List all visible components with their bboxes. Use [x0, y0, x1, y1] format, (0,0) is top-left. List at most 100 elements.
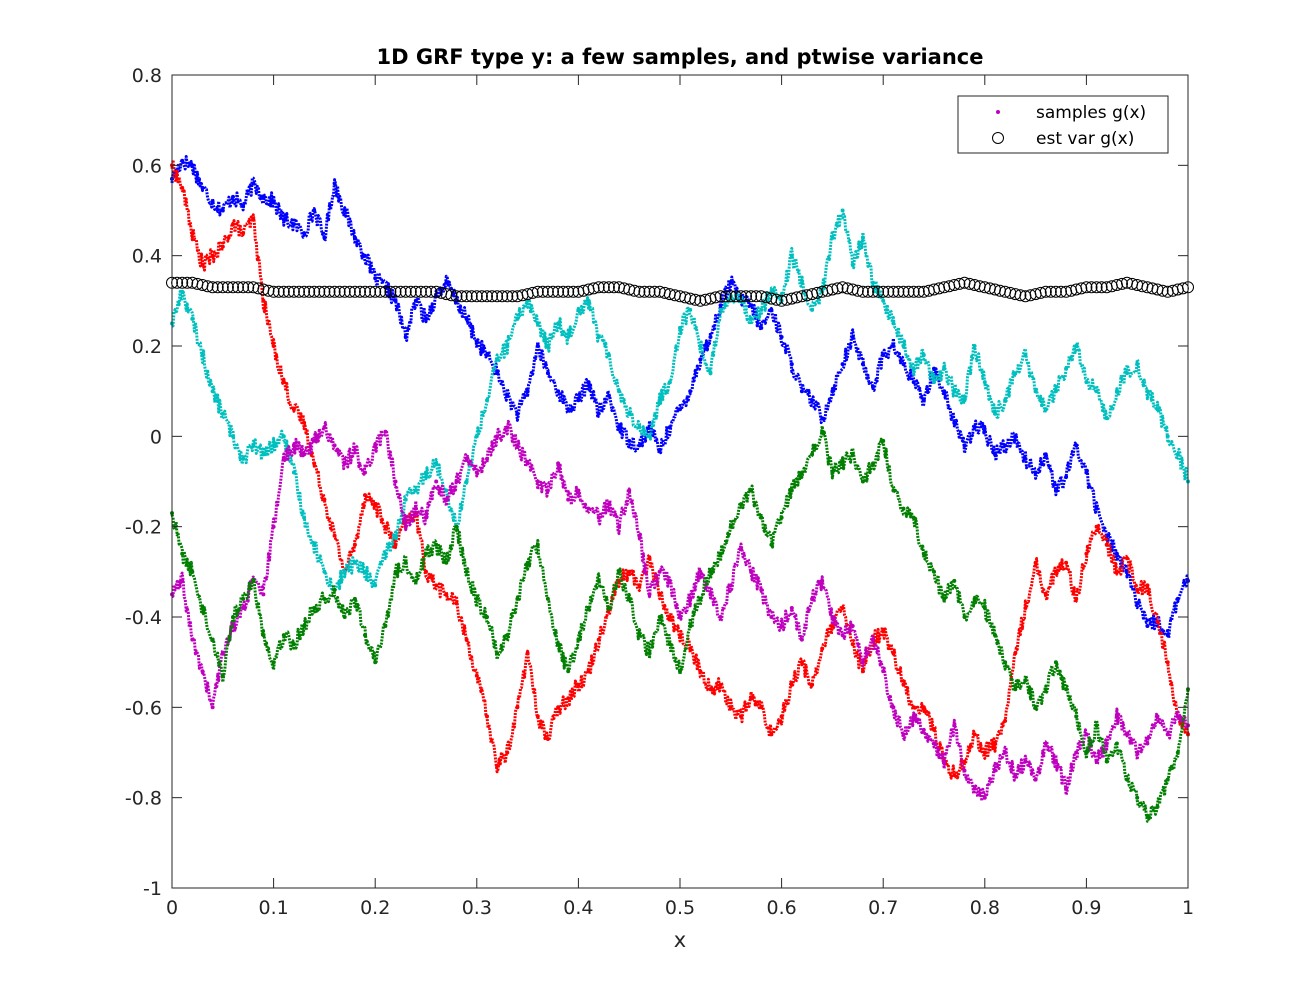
- sample-point: [1155, 619, 1160, 624]
- variance-point: [318, 285, 331, 298]
- sample-point: [342, 615, 347, 619]
- sample-point: [190, 316, 195, 321]
- sample-trace: [171, 419, 1189, 803]
- sample-point: [637, 583, 642, 588]
- x-tick-label: 0.7: [868, 897, 898, 919]
- sample-point: [200, 669, 205, 674]
- sample-point: [464, 316, 469, 321]
- variance-point: [293, 285, 305, 298]
- sample-point: [1155, 714, 1160, 719]
- sample-point: [789, 488, 794, 493]
- sample-point: [302, 624, 307, 628]
- y-tick-label: -0.8: [125, 788, 162, 810]
- sample-point: [881, 298, 886, 303]
- variance-point: [399, 285, 412, 298]
- sample-point: [312, 208, 317, 213]
- sample-point: [332, 443, 337, 448]
- plot-area: [172, 75, 1188, 888]
- sample-point: [1145, 583, 1150, 588]
- variance-point: [404, 285, 417, 298]
- variance-point: [465, 290, 478, 303]
- sample-point: [1114, 741, 1119, 746]
- sample-point: [901, 344, 906, 348]
- sample-point: [291, 443, 296, 448]
- sample-point: [850, 262, 855, 267]
- sample-series: [170, 208, 1190, 593]
- sample-point: [464, 637, 469, 642]
- sample-point: [1135, 587, 1140, 592]
- sample-point: [891, 651, 896, 656]
- sample-point: [210, 637, 215, 642]
- sample-point: [1094, 506, 1099, 511]
- sample-point: [545, 737, 550, 741]
- sample-point: [200, 185, 205, 190]
- variance-point: [1044, 285, 1057, 298]
- variance-point: [475, 290, 488, 303]
- sample-point: [901, 506, 906, 511]
- sample-point: [495, 651, 500, 656]
- sample-point: [485, 456, 489, 461]
- sample-point: [596, 637, 601, 642]
- sample-point: [281, 380, 286, 385]
- variance-point: [526, 286, 539, 299]
- sample-point: [586, 380, 591, 385]
- sample-point: [1013, 651, 1018, 656]
- sample-point: [769, 542, 774, 547]
- sample-point: [932, 380, 936, 385]
- sample-point: [728, 280, 733, 285]
- sample-point: [535, 542, 540, 547]
- variance-point: [902, 285, 915, 298]
- variance-point: [714, 290, 727, 303]
- sample-point: [1084, 732, 1089, 737]
- sample-point: [251, 181, 256, 186]
- sample-point: [911, 366, 916, 371]
- sample-point: [952, 420, 957, 425]
- sample-point: [241, 606, 246, 610]
- sample-point: [281, 217, 286, 222]
- variance-point: [176, 276, 189, 289]
- sample-point: [231, 222, 235, 227]
- sample-point: [373, 502, 378, 507]
- sample-point: [556, 389, 561, 394]
- sample-point: [718, 307, 723, 312]
- sample-point: [180, 185, 185, 190]
- sample-point: [1155, 804, 1160, 809]
- sample-point: [322, 235, 327, 240]
- legend: samples g(x) est var g(x): [957, 95, 1169, 154]
- sample-point: [525, 651, 530, 656]
- sample-point: [942, 389, 947, 394]
- sample-point: [302, 452, 307, 457]
- sample-point: [942, 759, 947, 764]
- sample-point: [312, 606, 317, 610]
- sample-point: [637, 425, 642, 430]
- sample-point: [850, 335, 855, 339]
- sample-point: [373, 583, 378, 588]
- sample-point: [291, 470, 296, 475]
- sample-point: [891, 705, 896, 710]
- sample-point: [972, 732, 977, 737]
- sample-trace: [170, 155, 1190, 640]
- sample-point: [932, 741, 936, 746]
- sample-point: [759, 325, 764, 330]
- sample-point: [180, 289, 185, 294]
- sample-point: [383, 624, 388, 628]
- sample-point: [820, 578, 825, 583]
- sample-point: [688, 389, 693, 394]
- sample-point: [1114, 714, 1119, 719]
- sample-point: [688, 307, 693, 312]
- variance-point: [394, 285, 407, 298]
- sample-point: [850, 642, 855, 647]
- sample-point: [312, 438, 317, 443]
- variance-point: [856, 285, 869, 298]
- sample-point: [1023, 678, 1028, 683]
- sample-point: [545, 488, 550, 493]
- sample-point: [779, 335, 784, 339]
- x-axis-label: x: [674, 928, 686, 952]
- sample-point: [190, 637, 195, 642]
- variance-point: [282, 285, 295, 298]
- variance-point: [237, 281, 250, 294]
- legend-samples-label: samples g(x): [1036, 103, 1146, 123]
- sample-point: [291, 642, 296, 647]
- variance-point: [221, 281, 234, 294]
- sample-point: [251, 217, 256, 222]
